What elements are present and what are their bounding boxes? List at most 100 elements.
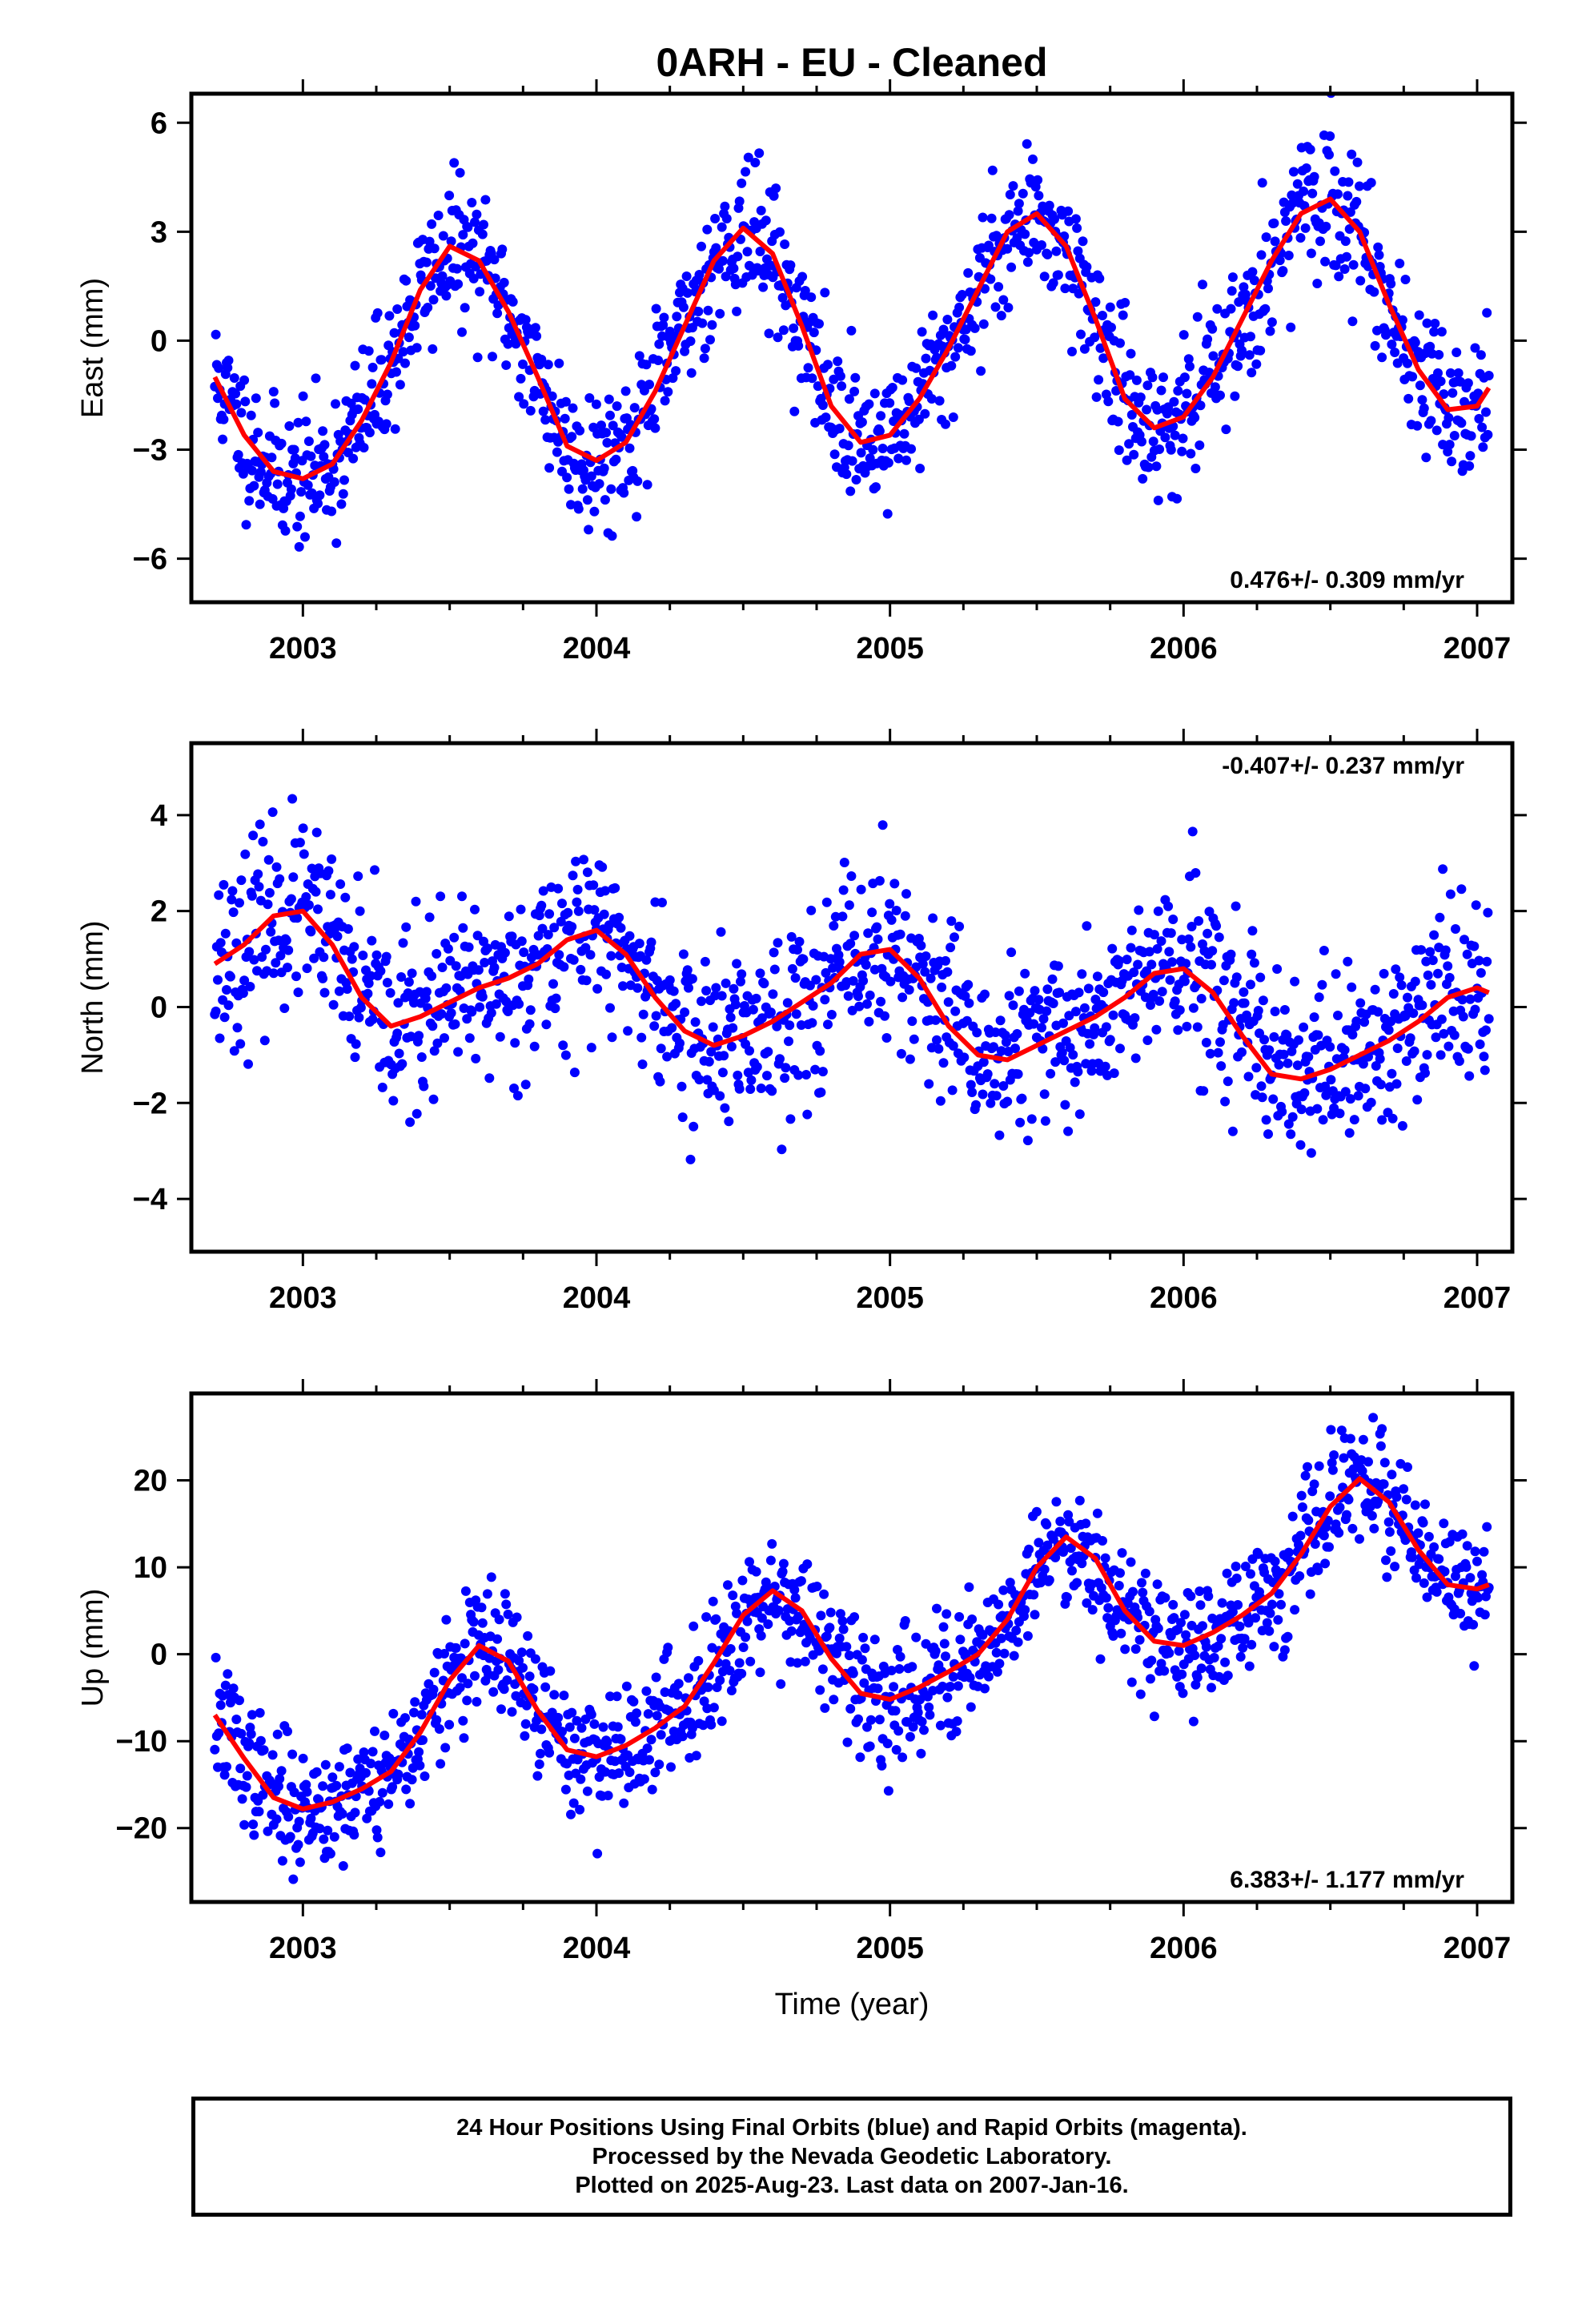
data-point xyxy=(1098,987,1109,998)
data-point xyxy=(994,1659,1005,1669)
data-point xyxy=(569,1068,580,1078)
data-point xyxy=(1101,1022,1111,1032)
data-point xyxy=(1369,287,1379,297)
data-point xyxy=(313,904,323,915)
data-point xyxy=(616,432,627,442)
data-point xyxy=(1312,1104,1323,1114)
data-point xyxy=(647,1784,657,1795)
data-point xyxy=(1307,188,1318,199)
data-point xyxy=(258,1790,268,1800)
data-point xyxy=(480,958,490,967)
data-point xyxy=(851,475,861,485)
data-point xyxy=(295,1857,305,1868)
data-point xyxy=(1215,390,1225,400)
data-point xyxy=(1257,1092,1267,1103)
data-point xyxy=(1133,959,1143,970)
data-point xyxy=(520,1731,530,1741)
data-point xyxy=(1306,248,1316,259)
data-point xyxy=(1042,1519,1052,1530)
data-point xyxy=(1051,246,1062,256)
data-point xyxy=(719,1051,729,1061)
data-point xyxy=(1030,1610,1040,1620)
data-point xyxy=(383,1799,394,1809)
data-point xyxy=(532,1771,543,1781)
data-point xyxy=(769,947,779,958)
data-point xyxy=(1243,1072,1254,1082)
data-point xyxy=(536,900,547,911)
data-point xyxy=(1114,1581,1124,1590)
data-point xyxy=(1227,1606,1238,1617)
data-point xyxy=(1144,947,1154,957)
data-point xyxy=(1191,1679,1201,1690)
data-point xyxy=(1373,1496,1383,1506)
data-point xyxy=(1484,371,1494,380)
data-point xyxy=(917,1716,927,1727)
data-point xyxy=(755,1667,765,1678)
data-point xyxy=(1431,425,1442,436)
data-point xyxy=(1101,1593,1111,1603)
data-point xyxy=(1009,1651,1019,1661)
data-point xyxy=(411,896,421,907)
data-point xyxy=(1409,1046,1419,1056)
data-point xyxy=(1186,922,1197,931)
data-point xyxy=(1345,207,1355,217)
data-point xyxy=(995,1015,1006,1026)
data-point xyxy=(983,240,994,251)
data-point xyxy=(1417,395,1427,405)
data-point xyxy=(1042,984,1053,995)
data-point xyxy=(1288,167,1299,177)
data-point xyxy=(524,1019,535,1029)
data-point xyxy=(1344,1128,1355,1138)
data-point xyxy=(1296,1104,1307,1115)
data-point xyxy=(1143,462,1154,472)
data-point xyxy=(1014,199,1024,209)
data-point xyxy=(348,453,359,464)
plot-frame xyxy=(189,91,1515,605)
data-point xyxy=(681,271,692,281)
data-point xyxy=(285,1831,295,1842)
data-point xyxy=(1357,1466,1367,1476)
data-point xyxy=(281,935,291,946)
data-point xyxy=(1422,1592,1432,1602)
data-point xyxy=(1151,1024,1162,1035)
data-point xyxy=(603,1791,613,1801)
data-point xyxy=(943,997,954,1007)
data-point xyxy=(1117,1548,1127,1558)
data-point xyxy=(694,1075,705,1085)
data-point xyxy=(954,302,965,312)
data-point xyxy=(1102,1613,1113,1623)
data-point xyxy=(1334,271,1344,282)
data-point xyxy=(891,1745,901,1755)
x-tick-label: 2003 xyxy=(269,1281,337,1315)
data-point xyxy=(990,1079,1000,1089)
data-point xyxy=(289,444,299,455)
data-point xyxy=(1476,350,1486,360)
data-point xyxy=(1164,1648,1174,1659)
data-point xyxy=(759,979,769,989)
data-point xyxy=(656,1043,666,1054)
data-point xyxy=(1480,1065,1490,1076)
data-point xyxy=(660,396,670,406)
data-point xyxy=(1207,1613,1218,1623)
data-point xyxy=(416,1052,427,1062)
data-point xyxy=(1177,446,1187,456)
x-tick-label: 2006 xyxy=(1150,1281,1218,1315)
data-point xyxy=(632,476,643,486)
data-point xyxy=(594,479,604,489)
data-point xyxy=(553,883,564,894)
data-point xyxy=(1115,1568,1125,1578)
data-point xyxy=(586,1710,596,1719)
data-point xyxy=(948,1671,958,1682)
data-point xyxy=(839,858,849,867)
data-point xyxy=(421,257,432,267)
data-point xyxy=(550,1003,560,1014)
data-point xyxy=(671,999,681,1009)
data-point xyxy=(382,389,392,400)
data-point xyxy=(991,1091,1002,1101)
data-point xyxy=(508,296,518,307)
data-point xyxy=(994,282,1004,292)
data-point xyxy=(567,1707,577,1718)
data-point xyxy=(573,906,584,916)
data-point xyxy=(793,340,804,351)
